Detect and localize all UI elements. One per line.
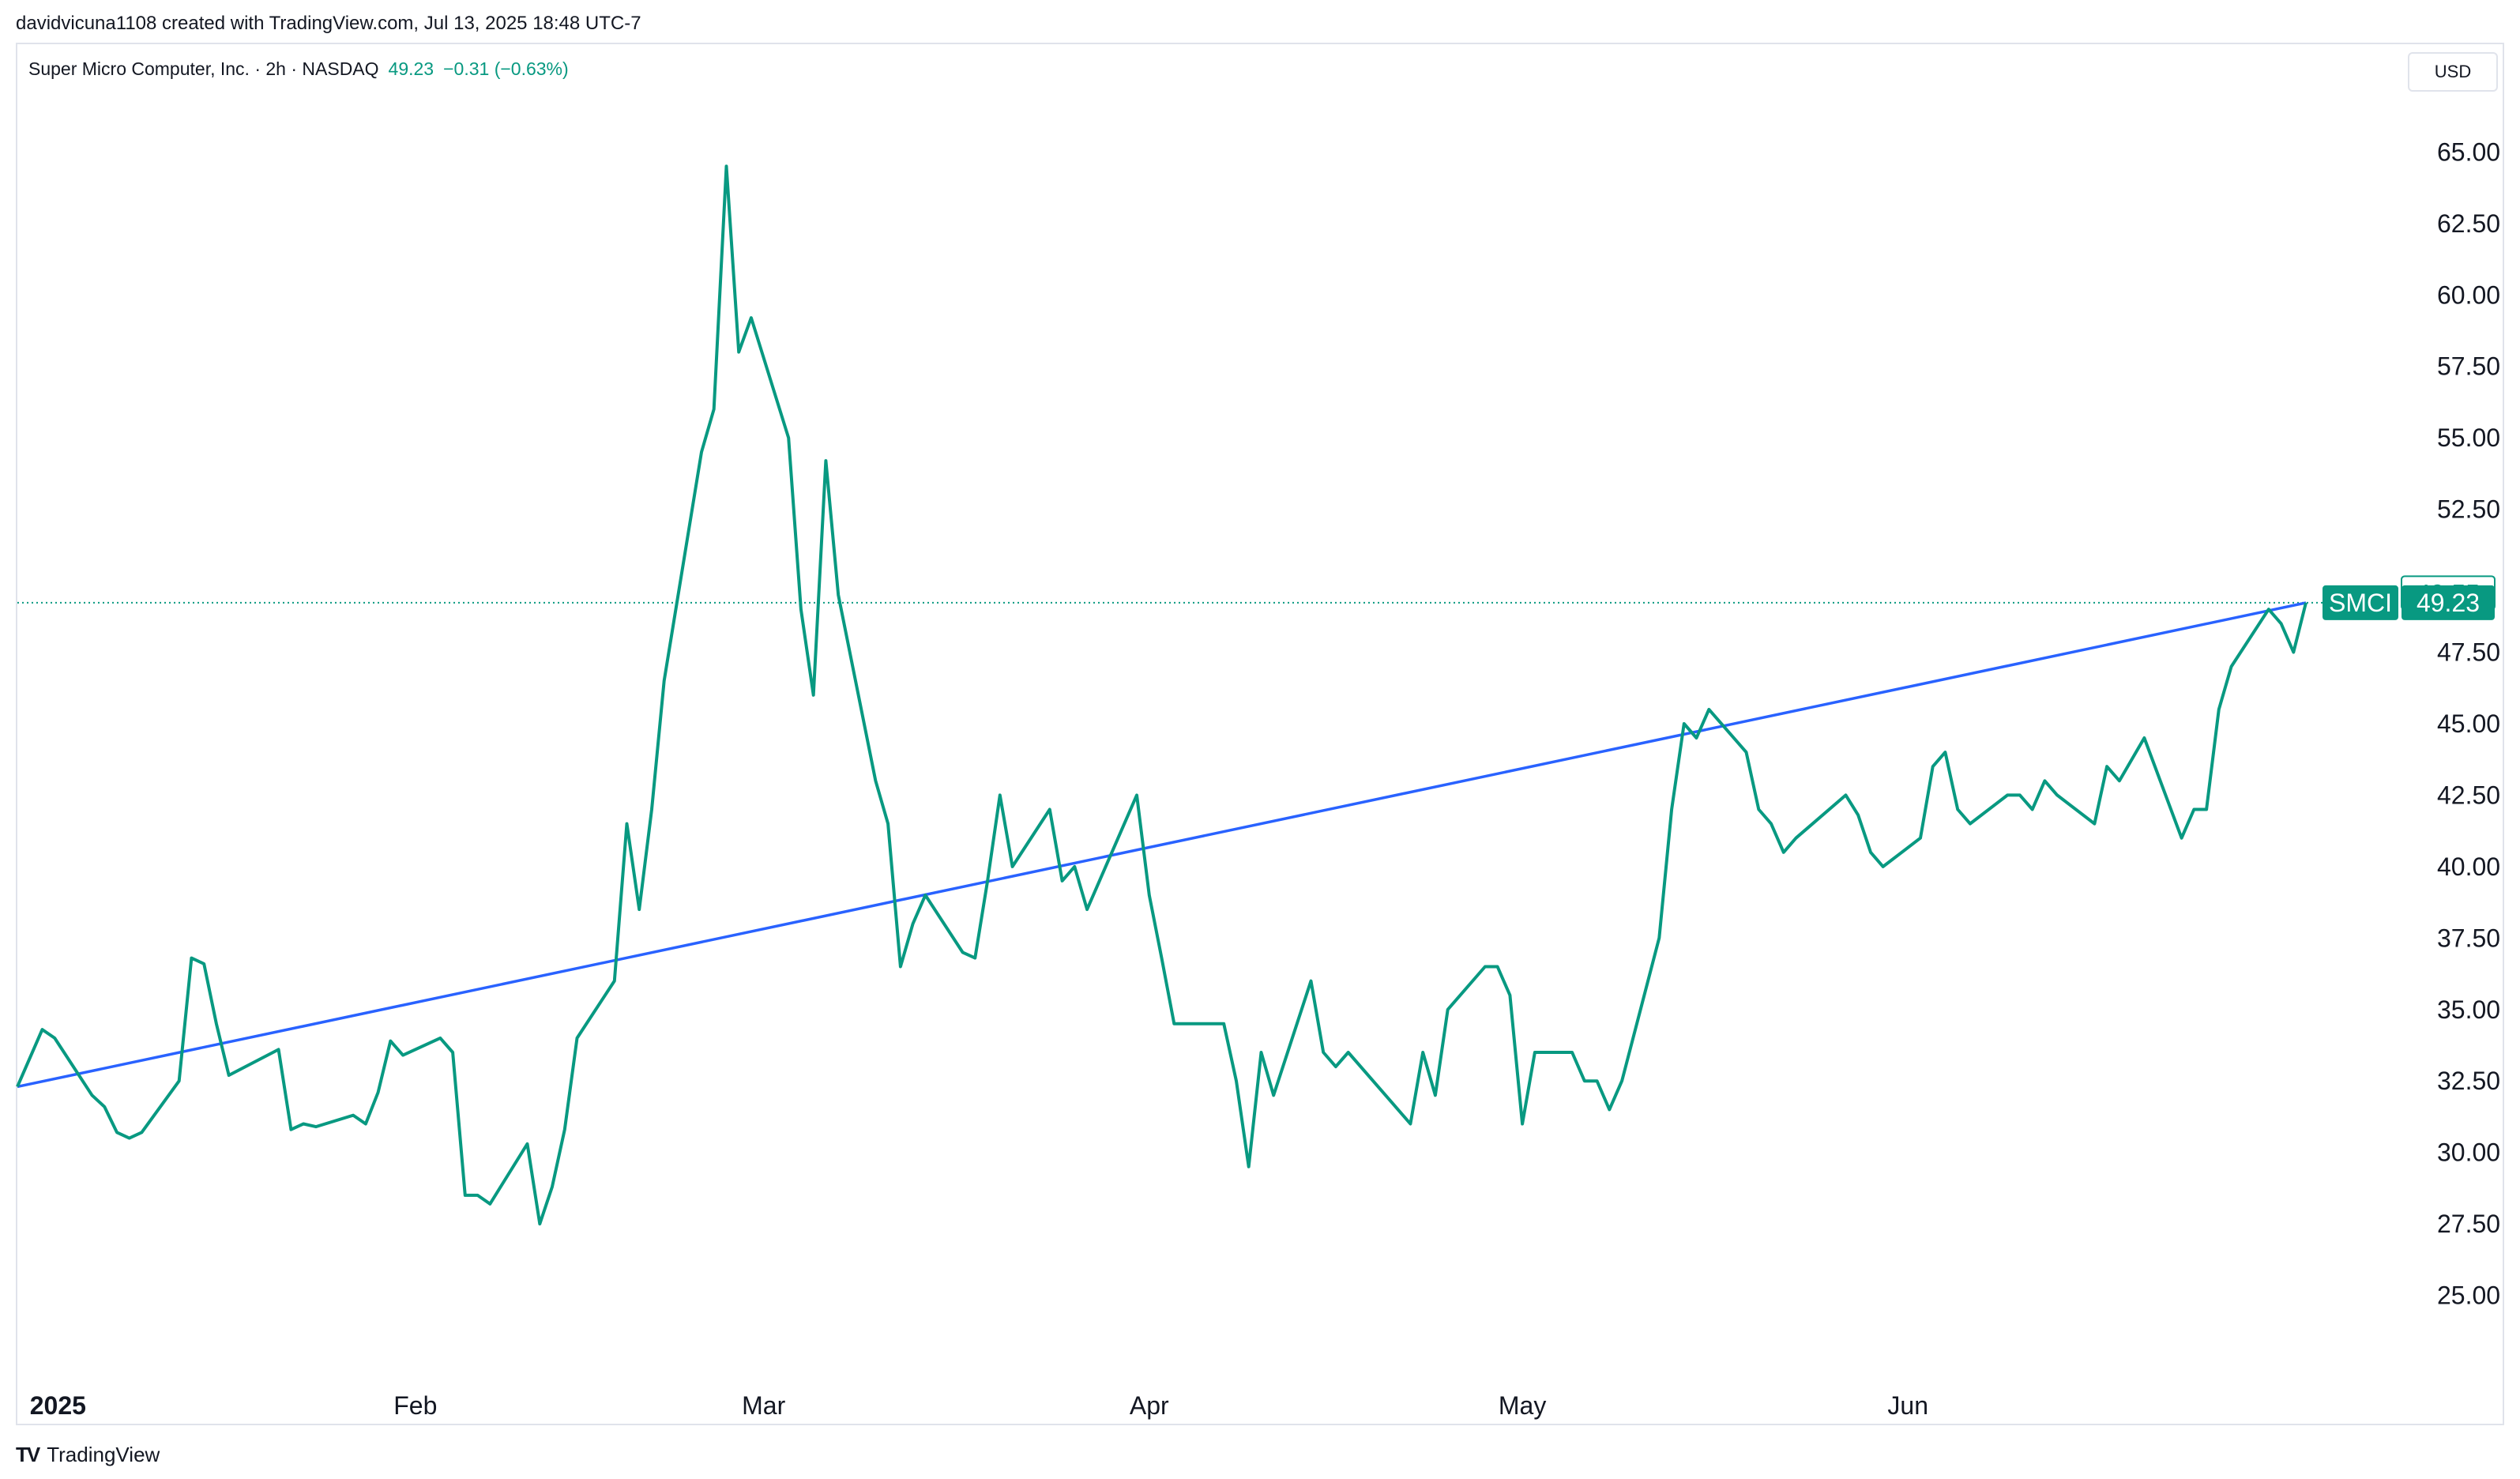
y-tick-label: 57.50 bbox=[2437, 352, 2500, 381]
y-tick-label: 27.50 bbox=[2437, 1210, 2500, 1238]
brand-name: TradingView bbox=[47, 1443, 160, 1466]
y-tick-label: 37.50 bbox=[2437, 924, 2500, 952]
price-change-value: −0.31 (−0.63%) bbox=[443, 58, 569, 79]
y-tick-label: 30.00 bbox=[2437, 1138, 2500, 1167]
last-price-value: 49.23 bbox=[388, 58, 434, 79]
x-tick-label: Feb bbox=[393, 1391, 437, 1420]
y-tick-label: 47.50 bbox=[2437, 638, 2500, 667]
trendline bbox=[17, 601, 2307, 1089]
symbol-description: Super Micro Computer, Inc. · 2h · NASDAQ bbox=[28, 58, 379, 79]
x-tick-label: Mar bbox=[742, 1391, 785, 1420]
y-tick-label: 40.00 bbox=[2437, 852, 2500, 881]
currency-button[interactable]: USD bbox=[2408, 52, 2498, 92]
chart-attribution: davidvicuna1108 created with TradingView… bbox=[16, 13, 641, 34]
last-price-label-box bbox=[2402, 585, 2495, 620]
y-tick-label: 65.00 bbox=[2437, 137, 2500, 166]
x-tick-label: May bbox=[1499, 1391, 1546, 1420]
y-tick-label: 62.50 bbox=[2437, 209, 2500, 238]
last-price-label: 49.23 bbox=[2417, 589, 2480, 617]
y-tick-label: 35.00 bbox=[2437, 995, 2500, 1024]
x-tick-label: 2025 bbox=[30, 1391, 86, 1420]
y-tick-label: 42.50 bbox=[2437, 781, 2500, 809]
x-tick-label: Jun bbox=[1887, 1391, 1928, 1420]
y-tick-label: 32.50 bbox=[2437, 1067, 2500, 1095]
x-tick-label: Apr bbox=[1130, 1391, 1169, 1420]
tradingview-logo-icon: TV bbox=[16, 1443, 40, 1466]
symbol-tag-label: SMCI bbox=[2329, 589, 2392, 617]
y-tick-label: 25.00 bbox=[2437, 1281, 2500, 1310]
footer: TV TradingView bbox=[16, 1443, 160, 1467]
symbol-legend[interactable]: Super Micro Computer, Inc. · 2h · NASDAQ… bbox=[28, 58, 569, 80]
symbol-tag-box bbox=[2323, 585, 2398, 620]
y-tick-label: 52.50 bbox=[2437, 495, 2500, 524]
y-tick-label: 60.00 bbox=[2437, 280, 2500, 309]
chart-frame bbox=[16, 43, 2504, 1425]
price-series-line bbox=[16, 164, 2307, 1226]
y-tick-label: 45.00 bbox=[2437, 709, 2500, 738]
y-tick-label: 55.00 bbox=[2437, 423, 2500, 452]
